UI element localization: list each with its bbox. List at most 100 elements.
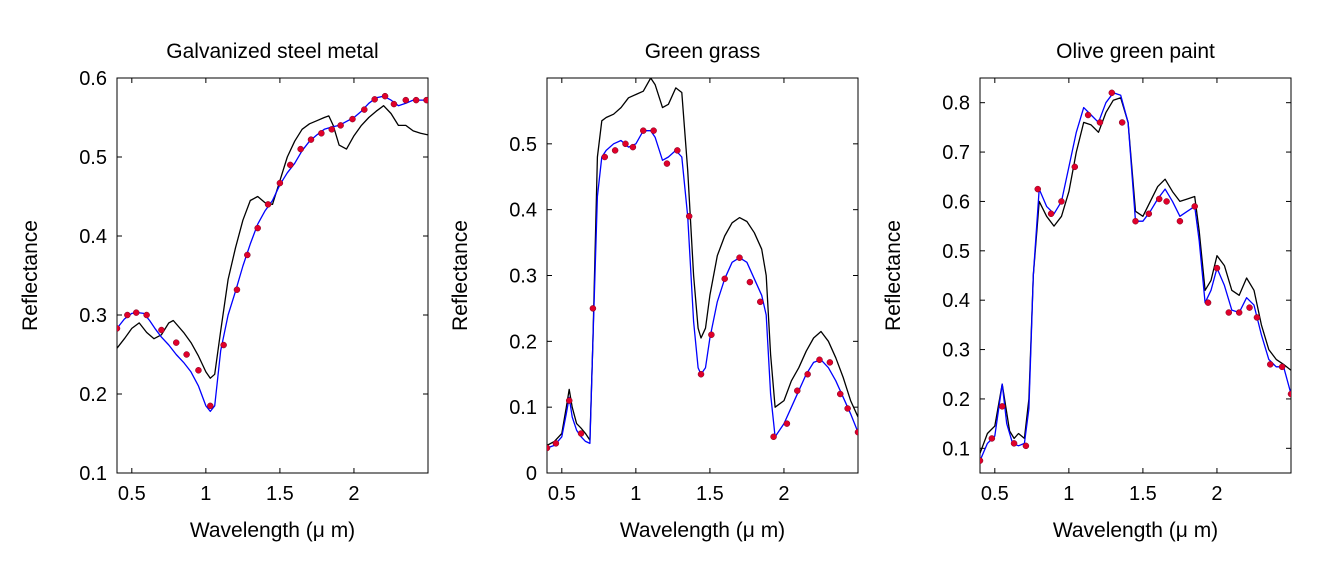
data-layer: [547, 78, 858, 452]
sample-point: [337, 122, 344, 129]
sample-point: [1176, 217, 1184, 225]
sample-point: [736, 254, 743, 261]
sample-point: [307, 136, 315, 143]
x-tick-label: 0.5: [548, 483, 576, 505]
sample-point: [1010, 440, 1018, 447]
sample-point: [1213, 264, 1221, 272]
data-layer: [980, 89, 1291, 464]
sample-point: [794, 387, 801, 394]
sample-point: [318, 130, 325, 137]
x-tick-label: 1: [200, 483, 211, 505]
plot-area-frame: [546, 77, 859, 474]
x-tick-label: 1: [1063, 483, 1074, 505]
x-tick-label: 2: [348, 483, 359, 505]
sample-point: [1246, 304, 1253, 311]
sample-point: [601, 153, 609, 161]
sample-point: [276, 179, 284, 187]
sample-point: [1132, 217, 1139, 225]
sample-point: [1163, 198, 1170, 205]
sample-point: [1204, 299, 1212, 306]
sample-point: [854, 428, 858, 436]
sample-point: [381, 92, 389, 100]
sample-point: [1253, 314, 1261, 321]
sample-point: [244, 251, 251, 259]
y-tick-label: 0.5: [509, 134, 537, 156]
y-axis-label: Reflectance: [882, 220, 905, 331]
chart-panel-3: 0.5 1 1.5 2 0.1 0.2 0.3 0.4 0.5 0.6 0.7 0.8 Olive gr…: [882, 40, 1292, 542]
sample-point: [589, 305, 597, 312]
sample-point: [663, 160, 671, 167]
y-tick-label: 0.1: [509, 397, 537, 419]
sample-point: [804, 371, 811, 378]
sample-point: [757, 298, 764, 306]
series-line-reference: [117, 105, 428, 379]
sample-point: [721, 275, 728, 283]
sample-point: [1225, 309, 1233, 316]
sample-point: [297, 145, 304, 153]
y-tick-label: 0.8: [942, 93, 970, 115]
sample-point: [674, 147, 681, 154]
x-tick-label: 1.5: [266, 483, 294, 505]
sample-point: [183, 351, 190, 358]
sample-point: [1191, 203, 1198, 210]
sample-point: [402, 96, 410, 104]
sample-point: [207, 402, 214, 410]
series-line-estimate: [547, 130, 858, 449]
y-tick-label: 0.6: [79, 68, 107, 90]
sample-point: [254, 224, 261, 232]
sample-point: [124, 311, 131, 319]
x-tick-label: 0.5: [981, 483, 1009, 505]
y-tick-label: 0.2: [509, 331, 537, 353]
plot-area-frame: [116, 77, 429, 474]
sample-point: [998, 403, 1006, 410]
x-tick-label: 0.5: [118, 483, 146, 505]
sample-point: [770, 433, 777, 441]
sample-point: [1287, 390, 1291, 398]
y-tick-label: 0: [526, 463, 537, 485]
data-layer: [117, 92, 428, 413]
sample-point: [371, 96, 378, 103]
sample-point: [988, 435, 996, 442]
sample-point: [629, 143, 637, 151]
x-tick-label: 1.5: [1129, 483, 1157, 505]
y-tick-label: 0.3: [79, 305, 107, 327]
sample-point: [552, 440, 560, 447]
sample-point: [220, 341, 227, 349]
y-tick-label: 0.5: [942, 241, 970, 263]
sample-point: [565, 397, 573, 404]
y-tick-label: 0.1: [942, 438, 970, 460]
series-line-reference: [547, 78, 858, 446]
y-axis-label: Reflectance: [19, 220, 42, 331]
y-tick-label: 0.1: [79, 463, 107, 485]
chart-panel-2: 0.5 1 1.5 2 0 0.1 0.2 0.3 0.4 0.5 Green grass Wavel…: [449, 40, 859, 542]
sample-point: [816, 356, 823, 364]
x-tick-label: 1: [630, 483, 641, 505]
sample-point: [1267, 361, 1274, 368]
x-tick-label: 2: [778, 483, 789, 505]
x-tick-label: 1.5: [696, 483, 724, 505]
sample-point: [361, 106, 368, 113]
sample-point: [158, 326, 165, 334]
series-line-estimate: [117, 95, 428, 413]
sample-point: [1096, 119, 1104, 126]
sample-point: [708, 331, 715, 338]
sample-point: [1058, 198, 1065, 205]
plot-area-frame: [979, 77, 1292, 474]
y-tick-label: 0.3: [942, 340, 970, 362]
y-tick-label: 0.2: [942, 389, 970, 411]
sample-point: [577, 430, 585, 437]
sample-point: [349, 115, 356, 123]
sample-point: [1155, 195, 1163, 203]
sample-point: [117, 325, 121, 332]
sample-point: [423, 96, 428, 104]
sample-point: [547, 444, 551, 452]
sample-point: [1278, 363, 1286, 371]
sample-point: [143, 311, 150, 319]
chart-title: Olive green paint: [1056, 40, 1215, 63]
sample-point: [1145, 210, 1153, 218]
y-tick-label: 0.6: [942, 191, 970, 213]
sample-point: [783, 420, 791, 427]
chart-panel-1: 0.5 1 1.5 2 0.1 0.2 0.3 0.4 0.5 0.6 Galvanized ste…: [19, 40, 429, 542]
y-tick-label: 0.2: [79, 384, 107, 406]
